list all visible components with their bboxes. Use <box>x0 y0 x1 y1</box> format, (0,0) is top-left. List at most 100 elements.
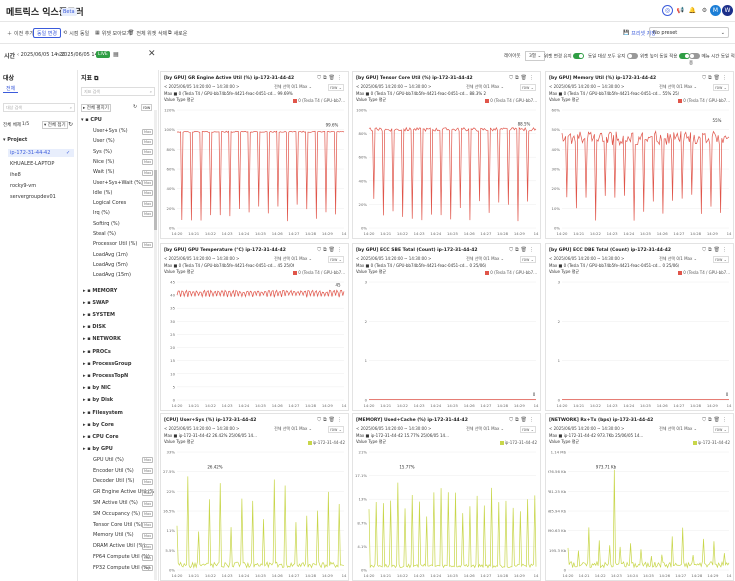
cpu-group[interactable]: ▾ ▪ CPU <box>81 117 102 123</box>
scrollbar[interactable] <box>154 110 157 580</box>
widget-time-range[interactable]: < 2025/06/05 14:20:00 ~ 14:30:00 > <box>164 84 240 89</box>
row-select[interactable]: row ⌄ <box>520 84 536 91</box>
megaphone-icon[interactable]: 📢 <box>676 7 685 14</box>
copy-icon[interactable]: ⧉ <box>323 247 329 253</box>
copy-icon[interactable]: ⧉ <box>708 75 714 81</box>
trash-icon[interactable]: 🗑 <box>713 247 722 253</box>
aggregation-badge[interactable]: Max <box>142 457 154 464</box>
target-item[interactable]: ihe8 <box>10 172 21 178</box>
target-item[interactable]: rocky9-vm <box>10 183 37 189</box>
metric-item[interactable]: Wait (%) <box>93 169 115 176</box>
more-icon[interactable]: ⋮ <box>337 417 344 423</box>
layout-select[interactable]: 3열 ⌄ <box>525 51 546 61</box>
aggregation-badge[interactable]: Max <box>142 190 154 197</box>
aggregation-badge[interactable]: Max <box>142 511 154 518</box>
aggregation-badge[interactable]: Max <box>142 169 154 176</box>
copy-icon[interactable]: ⧉ <box>708 417 714 423</box>
aggregation-badge[interactable]: Max <box>142 128 154 135</box>
select-all-label[interactable]: 전체 선택 0/1 Max ⌄ <box>659 84 697 89</box>
chart-widget[interactable]: [NETWORK] Rx+Tx (bps) ip-172-31-44-42 ⛉⧉… <box>545 413 734 581</box>
row-select[interactable]: row ⌄ <box>713 84 729 91</box>
line-chart[interactable]: 0% 20% 40% 60% 80% 100% 14:20 14:21 14:22 14:23 14… <box>355 106 540 237</box>
toggle-keep-widget[interactable]: 위젯 변경 유지 <box>544 53 585 60</box>
line-chart[interactable]: 0 1 2 3 14:20 14:21 14:22 14:23 14:24 14:25 14:26 1… <box>548 278 733 409</box>
copy-icon[interactable]: ⧉ <box>515 247 521 253</box>
avatar[interactable]: M <box>710 5 721 16</box>
metric-item[interactable]: LoadAvg (1m) <box>93 251 128 258</box>
metric-item[interactable]: GR Engine Active Util (%) <box>93 489 157 496</box>
legend-entry[interactable]: ip-172-31-44-42 <box>499 440 537 445</box>
metric-group[interactable]: ▸ ▪ Filesystem <box>83 409 123 416</box>
aggregation-badge[interactable]: Max <box>142 489 154 496</box>
widget-time-range[interactable]: < 2025/06/05 14:20:00 ~ 14:30:00 > <box>549 426 625 431</box>
line-chart[interactable]: 0 195.3 Kb 390.63 Kb 585.94 Kb 781.25 Kb 976.… <box>548 448 733 579</box>
metric-item[interactable]: GPU Util (%) <box>93 456 124 463</box>
tab-all[interactable]: 전체 <box>3 85 19 93</box>
calendar-icon[interactable]: ▦ <box>113 51 119 58</box>
target-search-input[interactable]: 대상 검색 ⌕ <box>3 103 75 112</box>
metric-group[interactable]: ▸ ▪ by NIC <box>83 385 111 392</box>
aggregation-badge[interactable]: Max <box>142 200 154 207</box>
aggregation-badge[interactable]: Max <box>142 138 154 145</box>
aggregation-badge[interactable]: Max <box>142 149 154 156</box>
target-item[interactable]: servergroupdev01 <box>10 194 56 200</box>
legend-entry[interactable]: ip-172-31-44-42 <box>307 440 345 445</box>
save-preset-button[interactable]: 💾 프리셋 저장 <box>623 30 656 37</box>
metric-item[interactable]: Idle (%) <box>93 189 113 196</box>
chart-widget[interactable]: [by GPU] Tensor Core Util (%) ip-172-31-… <box>352 71 541 239</box>
widget-view-button[interactable]: ▦ 위젯 모아보기 <box>95 30 131 37</box>
toggle-same-time[interactable]: 메뉴 시간 동일 적용 <box>689 53 735 66</box>
aggregation-badge[interactable]: Max <box>142 532 154 539</box>
more-icon[interactable]: ⋮ <box>722 75 729 81</box>
chart-widget[interactable]: [by GPU] GR Engine Active Util (%) ip-17… <box>160 71 349 239</box>
select-all-label[interactable]: 전체 선택 0/1 Max ⌄ <box>274 84 312 89</box>
collapse-all-button[interactable]: ▾ 전체 접기 <box>42 121 68 129</box>
copy-icon[interactable]: ⧉ <box>323 417 329 423</box>
toggle-switch[interactable] <box>678 53 690 59</box>
same-change-button[interactable]: 동일 변경 <box>33 28 61 38</box>
metric-item[interactable]: DRAM Active Util (%) <box>93 543 146 550</box>
legend-entry[interactable]: 0 (Tesla T4 / GPU-bb7... <box>485 98 537 103</box>
metric-item[interactable]: FP64 Compute Util (%) <box>93 554 150 560</box>
aggregation-badge[interactable]: Max <box>142 554 154 561</box>
metric-item[interactable]: User+Sys (%) <box>93 128 128 134</box>
filter-icon[interactable]: ⛉ <box>317 417 324 423</box>
select-all-label[interactable]: 전체 선택 0/1 Max ⌄ <box>466 256 504 261</box>
line-chart[interactable]: 0% 10% 20% 30% 40% 50% 60% 14:20 14:21 14:22 14:23… <box>548 106 733 237</box>
chart-widget[interactable]: [CPU] User+Sys (%) ip-172-31-44-42 ⛉⧉🗑⋮ … <box>160 413 349 581</box>
more-icon[interactable]: ⋮ <box>337 247 344 253</box>
user-avatar[interactable]: W <box>722 5 733 16</box>
aggregation-badge[interactable]: Max <box>142 159 154 166</box>
trash-icon[interactable]: 🗑 <box>713 75 722 81</box>
filter-icon[interactable]: ⛉ <box>702 417 709 423</box>
metric-item[interactable]: SM Active Util (%) <box>93 500 138 506</box>
preset-select[interactable]: No preset ⌄ <box>649 27 729 38</box>
trash-icon[interactable]: 🗑 <box>328 247 337 253</box>
filter-icon[interactable]: ⛉ <box>317 75 324 81</box>
copy-icon[interactable]: ⧉ <box>515 417 521 423</box>
metric-item[interactable]: Decoder Util (%) <box>93 478 135 485</box>
widget-time-range[interactable]: < 2025/06/05 14:20:00 ~ 14:30:00 > <box>549 256 625 261</box>
row-select[interactable]: row <box>141 104 153 111</box>
live-badge[interactable]: LIVE <box>96 51 110 58</box>
new-button[interactable]: ⧉ 새로운 <box>168 30 188 37</box>
widget-time-range[interactable]: < 2025/06/05 14:20:00 ~ 14:30:00 > <box>164 256 240 261</box>
aggregation-badge[interactable]: Max <box>142 500 154 507</box>
refresh-icon[interactable]: ↻ <box>133 104 138 110</box>
chart-widget[interactable]: [MEMORY] Used+Cache (%) ip-172-31-44-42 … <box>352 413 541 581</box>
row-select[interactable]: row ⌄ <box>520 256 536 263</box>
metric-item[interactable]: SM Occupancy (%) <box>93 510 141 517</box>
filter-icon[interactable]: ⛉ <box>702 75 709 81</box>
select-all-label[interactable]: 전체 선택 0/1 Max ⌄ <box>659 256 697 261</box>
metric-group[interactable]: ▸ ▪ SYSTEM <box>83 311 116 318</box>
metric-group[interactable]: ▸ ▪ SWAP <box>83 299 109 306</box>
select-all-label[interactable]: 전체 선택 0/1 Max ⌄ <box>274 426 312 431</box>
metric-item[interactable]: FP32 Compute Util (%) <box>93 564 150 571</box>
aggregation-badge[interactable]: Max <box>142 565 154 572</box>
metric-item[interactable]: LoadAvg (15m) <box>93 272 131 279</box>
remove-all-button[interactable]: 🗑 전체 위젯 삭제 <box>128 30 168 37</box>
metric-group[interactable]: ▸ ▪ NETWORK <box>83 336 121 343</box>
more-icon[interactable]: ⋮ <box>529 75 536 81</box>
line-chart[interactable]: 0% 20% 40% 60% 80% 100% 120% 14:20 14:21 14:22 14:… <box>163 106 348 237</box>
project-node[interactable]: ▾ Project <box>3 137 28 143</box>
